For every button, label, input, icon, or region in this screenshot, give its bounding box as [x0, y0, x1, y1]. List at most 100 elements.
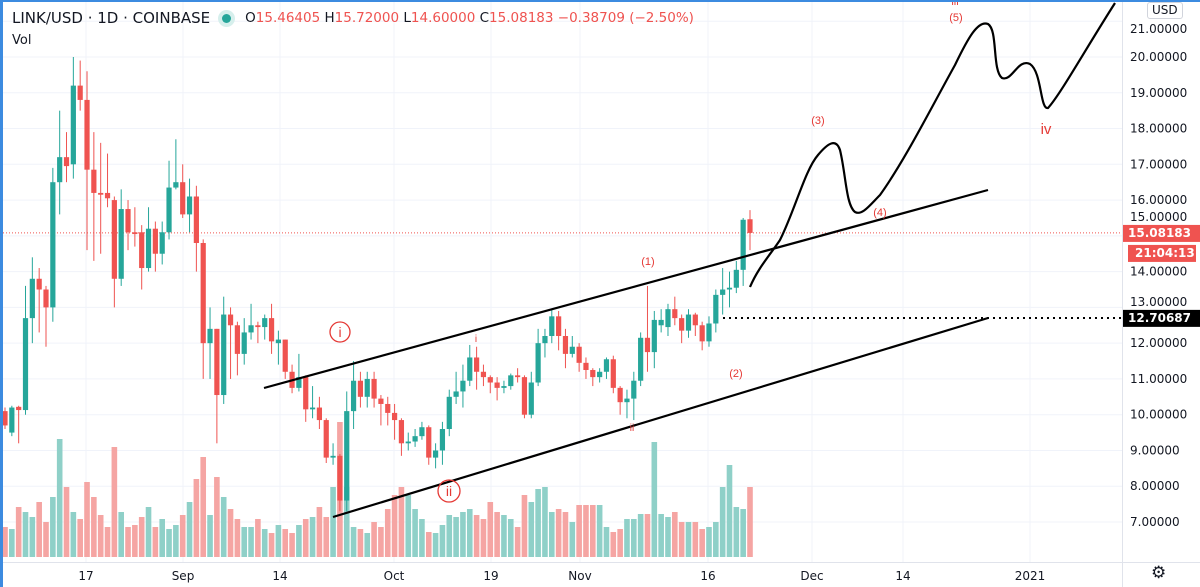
time-tick-label: Dec	[800, 569, 823, 583]
market-status-dot-icon	[222, 13, 232, 23]
candle-body	[173, 182, 179, 188]
volume-bar	[330, 487, 336, 557]
wave-1-label: (1)	[641, 256, 654, 268]
volume-bar	[125, 527, 131, 557]
candle-body	[685, 314, 692, 331]
volume-bar	[589, 505, 596, 557]
volume-bar	[555, 509, 562, 557]
candle-body	[508, 375, 514, 387]
volume-bar	[713, 522, 719, 557]
wave-i-circle	[329, 321, 351, 343]
volume-bar	[220, 497, 227, 557]
volume-bar	[412, 509, 418, 557]
candle-body	[603, 359, 610, 372]
volume-bar	[179, 515, 186, 557]
volume-bar	[138, 517, 145, 557]
volume-bar	[132, 525, 138, 557]
volume-bar	[548, 512, 555, 557]
volume-bar	[309, 517, 316, 557]
candle-body	[91, 169, 97, 193]
time-tick-label: 16	[700, 569, 715, 583]
volume-bars	[2, 422, 753, 557]
wave-ii-minor-label: ii	[630, 423, 634, 434]
candle-body	[726, 287, 733, 290]
volume-bar	[740, 509, 746, 557]
volume-bar	[9, 529, 15, 557]
candle-body	[385, 403, 391, 413]
candle-body	[549, 316, 555, 337]
volume-bar	[91, 497, 97, 557]
volume-bar	[378, 527, 384, 557]
candle-body	[679, 318, 685, 331]
candle-body	[672, 309, 678, 319]
candle-body	[371, 378, 377, 399]
price-tick-label: 16.00000	[1130, 193, 1187, 207]
candle-body	[665, 309, 671, 328]
candle-body	[9, 407, 15, 433]
candle-body	[159, 232, 165, 254]
candle-body	[344, 411, 350, 501]
candle-body	[405, 441, 411, 444]
volume-bar	[514, 527, 521, 557]
candle-body	[535, 343, 541, 383]
volume-legend[interactable]: Vol	[12, 33, 32, 48]
drawings[interactable]	[263, 2, 1122, 519]
price-tick-label: 14.00000	[1130, 265, 1187, 279]
volume-bar	[596, 505, 603, 557]
gear-icon[interactable]: ⚙	[1151, 563, 1167, 583]
last-price-label: 15.08183	[1128, 226, 1191, 240]
candle-body	[378, 398, 384, 404]
candle-body	[180, 182, 186, 215]
candle-body	[36, 278, 42, 290]
volume-bar	[234, 519, 241, 557]
projection-path[interactable]	[748, 2, 1116, 288]
time-tick-label: 2021	[1015, 569, 1046, 583]
volume-bar	[603, 527, 610, 557]
wave-5-label: (5)	[949, 12, 962, 24]
volume-bar	[145, 507, 152, 557]
volume-bar	[2, 527, 8, 557]
candle-body	[569, 346, 575, 354]
volume-bar	[97, 515, 104, 557]
channel-upper-line[interactable]	[263, 188, 989, 390]
candle-body	[2, 411, 8, 426]
candle-body	[521, 377, 528, 415]
volume-bar	[678, 522, 685, 557]
grid	[0, 0, 1122, 562]
wave-i-minor-label: i	[475, 334, 477, 345]
price-tick-label: 13.00000	[1130, 295, 1187, 309]
wave-3-label: (3)	[811, 115, 824, 127]
candle-body	[583, 362, 589, 370]
candle-body	[740, 219, 746, 270]
price-tick-label: 11.00000	[1130, 372, 1187, 386]
symbol-title[interactable]: LINK/USD · 1D · COINBASE	[12, 9, 211, 27]
last-price-label-bg	[1123, 224, 1200, 242]
price-axis[interactable]: 21.00000 20.00000 19.00000 18.00000 17.00000…	[1130, 22, 1187, 529]
volume-bar	[343, 487, 350, 557]
volume-bar	[521, 495, 528, 557]
volume-bar	[631, 519, 637, 557]
candle-body	[166, 187, 172, 233]
volume-bar	[651, 442, 658, 557]
volume-bar	[432, 533, 439, 557]
candle-body	[282, 339, 288, 372]
candle-body	[255, 325, 261, 328]
volume-bar	[275, 525, 282, 557]
candle-body	[364, 378, 370, 397]
volume-bar	[733, 507, 740, 557]
volume-bar	[15, 507, 22, 557]
currency-button[interactable]: USD	[1147, 2, 1183, 19]
time-tick-label: Oct	[384, 569, 405, 583]
level-label-bg	[1123, 309, 1200, 327]
candle-body	[624, 398, 630, 403]
channel-lower-line[interactable]	[332, 316, 989, 519]
volume-bar	[50, 497, 56, 557]
change-value: −0.38709 (−2.50%)	[557, 10, 694, 26]
level-label: 12.70687	[1128, 311, 1191, 325]
candle-body	[22, 318, 29, 411]
candle-body	[316, 407, 323, 421]
candle-body	[125, 209, 131, 233]
volume-bar	[22, 512, 29, 557]
time-axis[interactable]: 17 Sep 14 Oct 19 Nov 16 Dec 14 2021	[78, 569, 1045, 583]
